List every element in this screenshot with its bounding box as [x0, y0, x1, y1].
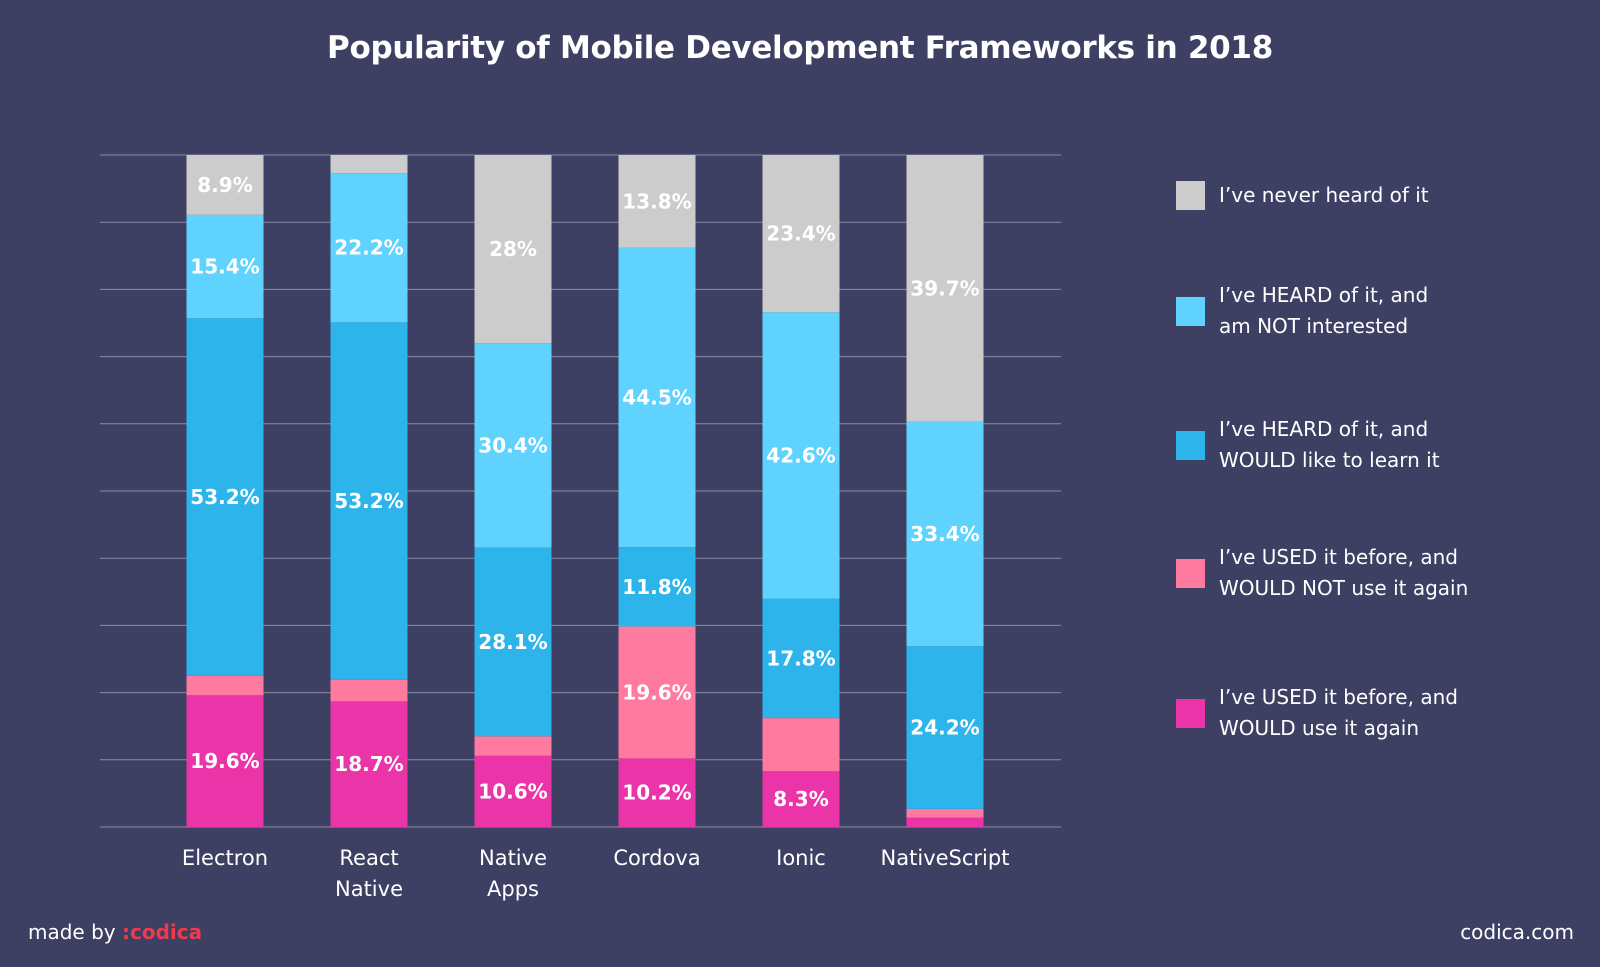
- segment-value-label: 42.6%: [766, 443, 835, 467]
- bar-segment: [330, 322, 408, 680]
- legend-swatch: [1176, 430, 1205, 460]
- category-label: Ionic: [776, 846, 826, 870]
- category-label: Electron: [182, 846, 268, 870]
- legend-label: I’ve HEARD of it, and am NOT interested: [1219, 280, 1428, 342]
- website-link[interactable]: codica.com: [1460, 920, 1574, 944]
- bar-segment: [618, 547, 696, 627]
- bar-segment: [186, 695, 264, 827]
- legend-item: I’ve USED it before, and WOULD use it aga…: [1176, 682, 1458, 744]
- bar-segment: [618, 247, 696, 548]
- codica-logo: :codica: [121, 920, 203, 944]
- bar-segment: [474, 343, 552, 548]
- bar-segment: [906, 421, 984, 647]
- legend-label-line: I’ve HEARD of it, and: [1219, 417, 1429, 441]
- category-label: NativeScript: [881, 846, 1010, 870]
- category-label: Cordova: [613, 846, 700, 870]
- bar-segment: [330, 155, 408, 174]
- segment-value-label: 30.4%: [478, 433, 547, 457]
- bar-segment: [906, 808, 984, 818]
- bar-segment: [330, 701, 408, 827]
- chart-title: Popularity of Mobile Development Framewo…: [327, 30, 1273, 66]
- bar-segment: [330, 679, 408, 702]
- bar-segment: [474, 547, 552, 737]
- legend-item: I’ve never heard of it: [1176, 180, 1429, 211]
- made-by-credit: made by :codica: [28, 920, 202, 944]
- segment-value-label: 28.1%: [478, 630, 547, 654]
- bar-segment: [906, 646, 984, 809]
- bar-segment: [762, 771, 840, 827]
- segment-value-label: 53.2%: [190, 485, 259, 509]
- bar-segment: [186, 155, 264, 215]
- legend-label-line: I’ve never heard of it: [1219, 183, 1429, 207]
- category-label: Apps: [487, 877, 539, 901]
- segment-value-label: 11.8%: [622, 575, 691, 599]
- legend-swatch: [1176, 181, 1205, 210]
- legend-label: I’ve USED it before, and WOULD use it aga…: [1219, 682, 1458, 744]
- category-label: Native: [479, 846, 547, 870]
- bars: [186, 155, 984, 827]
- bar-segment: [186, 675, 264, 696]
- legend-label-line: I’ve HEARD of it, and: [1219, 283, 1429, 307]
- legend-label: I’ve USED it before, and WOULD NOT use it…: [1219, 542, 1468, 604]
- bar-segment: [618, 758, 696, 827]
- segment-labels: 19.6% 53.2% 15.4% 8.9% 18.7% 53.2% 22.2% 10.6% 2…: [190, 173, 979, 811]
- bar-segment: [618, 155, 696, 248]
- segment-value-label: 8.3%: [773, 787, 828, 811]
- legend-swatch: [1176, 698, 1205, 728]
- segment-value-label: 10.6%: [478, 779, 547, 803]
- segment-value-label: 17.8%: [766, 646, 835, 670]
- segment-value-label: 24.2%: [910, 716, 979, 740]
- category-label: React: [339, 846, 398, 870]
- segment-value-label: 22.2%: [334, 236, 403, 260]
- segment-value-label: 28%: [489, 237, 537, 261]
- bar-segment: [906, 817, 984, 827]
- legend-swatch: [1176, 296, 1205, 326]
- made-by-text: made by: [28, 920, 122, 944]
- bar-segment: [330, 173, 408, 323]
- segment-value-label: 44.5%: [622, 385, 691, 409]
- bar-segment: [474, 755, 552, 827]
- category-label: Native: [335, 877, 403, 901]
- legend-label-line: WOULD use it again: [1219, 716, 1420, 740]
- legend-label-line: am NOT interested: [1219, 314, 1409, 338]
- legend-label-line: WOULD NOT use it again: [1219, 576, 1469, 600]
- legend-label-line: I’ve USED it before, and: [1219, 545, 1458, 569]
- legend-item: I’ve USED it before, and WOULD NOT use it…: [1176, 542, 1468, 604]
- legend-swatch: [1176, 558, 1205, 588]
- bar-segment: [762, 312, 840, 599]
- legend-label-line: WOULD like to learn it: [1219, 448, 1440, 472]
- segment-value-label: 8.9%: [197, 173, 252, 197]
- bar-segment: [474, 155, 552, 344]
- category-labels: Electron React Native Native Apps Cordova Ioni…: [182, 846, 1010, 901]
- segment-value-label: 19.6%: [622, 680, 691, 704]
- bar-segment: [906, 155, 984, 422]
- bar-segment: [618, 626, 696, 759]
- segment-value-label: 13.8%: [622, 189, 691, 213]
- segment-value-label: 19.6%: [190, 749, 259, 773]
- segment-value-label: 39.7%: [910, 276, 979, 300]
- segment-value-label: 18.7%: [334, 752, 403, 776]
- segment-value-label: 10.2%: [622, 781, 691, 805]
- bar-segment: [186, 214, 264, 319]
- bar-segment: [474, 736, 552, 756]
- segment-value-label: 33.4%: [910, 522, 979, 546]
- segment-value-label: 23.4%: [766, 222, 835, 246]
- bar-segment: [762, 155, 840, 313]
- legend-label: I’ve never heard of it: [1219, 180, 1429, 211]
- bar-segment: [762, 718, 840, 772]
- legend-item: I’ve HEARD of it, and WOULD like to learn…: [1176, 414, 1440, 476]
- bar-segment: [186, 318, 264, 676]
- legend-label-line: I’ve USED it before, and: [1219, 685, 1458, 709]
- bar-segment: [762, 598, 840, 719]
- segment-value-label: 53.2%: [334, 489, 403, 513]
- legend-label: I’ve HEARD of it, and WOULD like to learn…: [1219, 414, 1440, 476]
- segment-value-label: 15.4%: [190, 255, 259, 279]
- legend-item: I’ve HEARD of it, and am NOT interested: [1176, 280, 1428, 342]
